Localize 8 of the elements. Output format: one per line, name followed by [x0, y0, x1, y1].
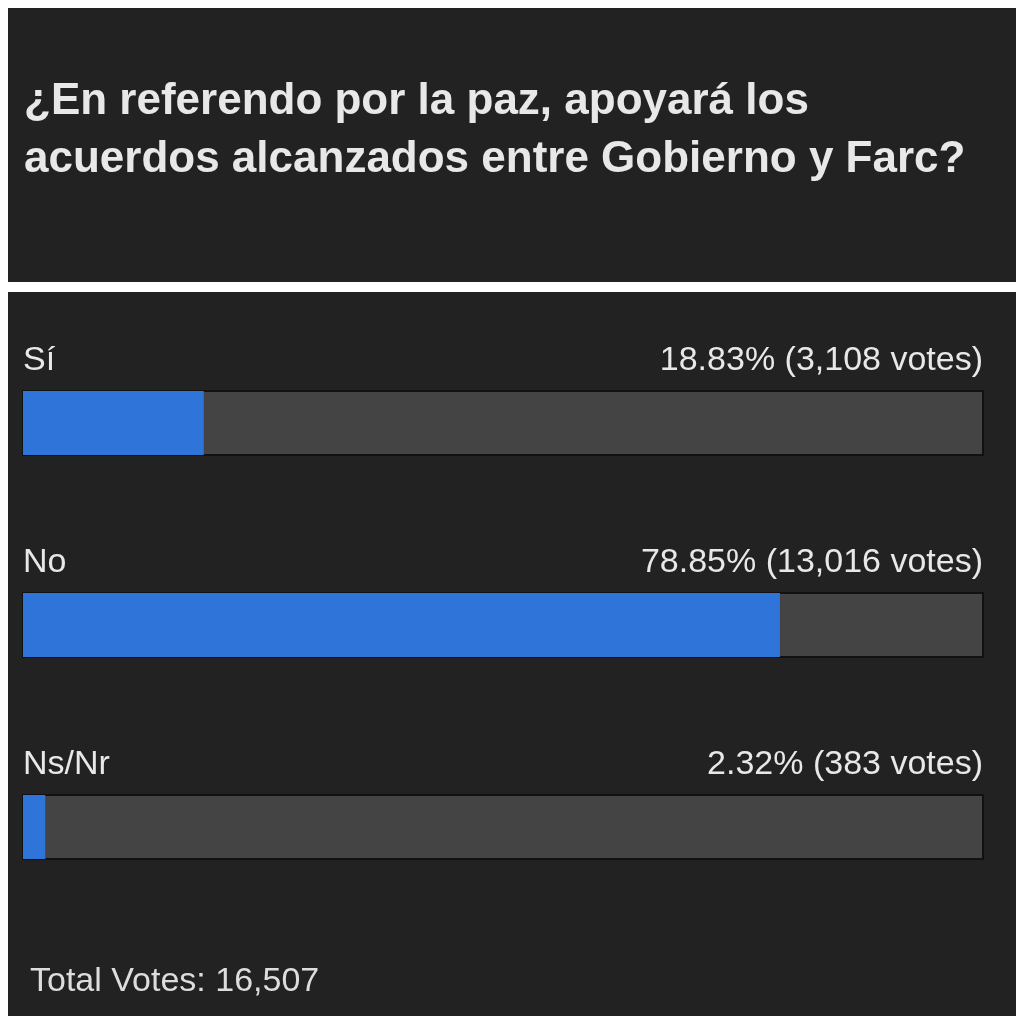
chart-title: ¿En referendo por la paz, apoyará los acuerdos alcanzados entre Gobierno y Farc? — [24, 73, 967, 183]
y-tick-label: No — [23, 541, 67, 579]
y-tick-label: Ns/Nr — [23, 743, 110, 781]
data-label: 2.32% (383 votes) — [707, 743, 983, 781]
text: Total Votes: 16,507 — [30, 960, 320, 999]
data-label: 78.85% (13,016 votes) — [640, 541, 983, 579]
data-label: 18.83% (3,108 votes) — [659, 339, 983, 377]
y-tick-label: Sí — [23, 339, 56, 377]
